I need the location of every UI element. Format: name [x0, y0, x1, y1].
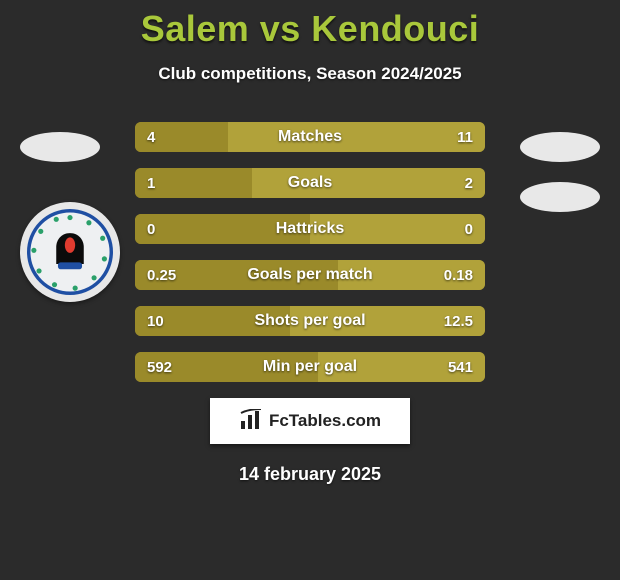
player-right-ellipse — [520, 132, 600, 162]
bar-chart-icon — [239, 409, 263, 433]
stat-label: Goals — [135, 168, 485, 198]
stat-row: 1Goals2 — [135, 168, 485, 198]
player-left-ellipse — [20, 132, 100, 162]
stat-row: 4Matches11 — [135, 122, 485, 152]
stat-value-right: 541 — [436, 352, 485, 382]
date-label: 14 february 2025 — [0, 464, 620, 485]
player-right-ellipse-2 — [520, 182, 600, 212]
stat-row: 0.25Goals per match0.18 — [135, 260, 485, 290]
fctables-label: FcTables.com — [269, 411, 381, 431]
club-badge-left — [20, 202, 120, 302]
comparison-panel: 4Matches11 1Goals2 0Hattricks0 0.25Goals pe… — [0, 122, 620, 382]
stat-label: Min per goal — [135, 352, 485, 382]
stat-value-right: 11 — [445, 122, 485, 152]
subtitle: Club competitions, Season 2024/2025 — [0, 64, 620, 84]
stat-value-right: 2 — [453, 168, 485, 198]
club-crest-icon — [27, 209, 113, 295]
stat-bars: 4Matches11 1Goals2 0Hattricks0 0.25Goals pe… — [135, 122, 485, 382]
stat-label: Hattricks — [135, 214, 485, 244]
stat-row: 0Hattricks0 — [135, 214, 485, 244]
stat-label: Matches — [135, 122, 485, 152]
fctables-badge[interactable]: FcTables.com — [210, 398, 410, 444]
stat-value-right: 12.5 — [432, 306, 485, 336]
stat-row: 10Shots per goal12.5 — [135, 306, 485, 336]
stat-value-right: 0 — [453, 214, 485, 244]
page-title: Salem vs Kendouci — [0, 0, 620, 50]
stat-row: 592Min per goal541 — [135, 352, 485, 382]
stat-value-right: 0.18 — [432, 260, 485, 290]
